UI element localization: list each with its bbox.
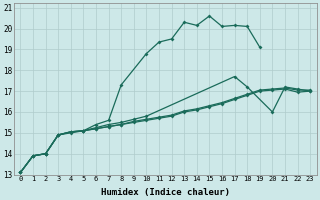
X-axis label: Humidex (Indice chaleur): Humidex (Indice chaleur) [101, 188, 230, 197]
